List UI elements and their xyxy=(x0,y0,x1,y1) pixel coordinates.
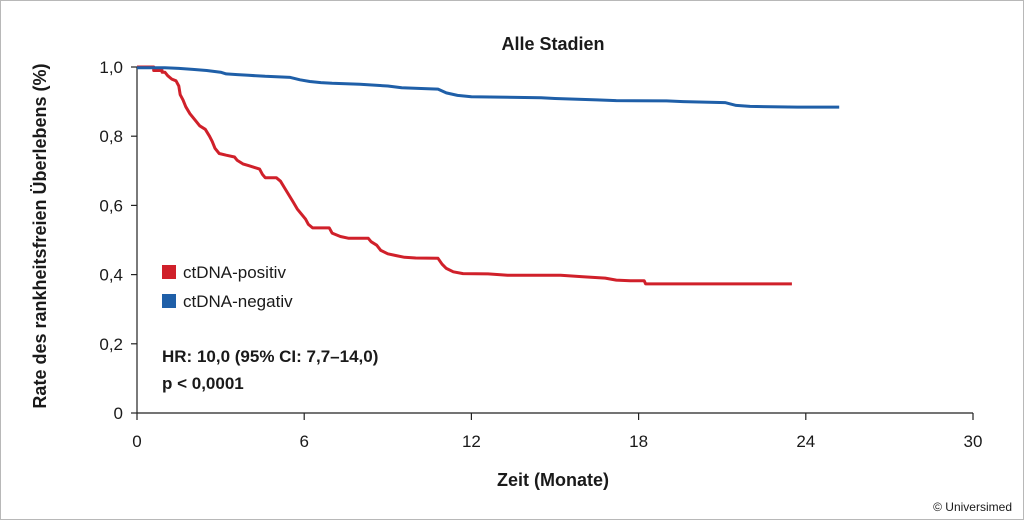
x-ticks: 0 6 12 18 24 30 xyxy=(132,413,982,451)
p-value-annotation: p < 0,0001 xyxy=(162,374,244,393)
y-tick-label: 0,4 xyxy=(99,266,123,285)
legend-swatch-ctdna-negativ xyxy=(162,294,176,308)
x-tick-label: 24 xyxy=(796,432,815,451)
y-tick-label: 0,6 xyxy=(99,196,123,215)
series-layer xyxy=(137,65,840,286)
legend-label-ctdna-positiv: ctDNA-positiv xyxy=(183,263,286,282)
y-tick-label: 0,2 xyxy=(99,335,123,354)
y-tick-label: 1,0 xyxy=(99,58,123,77)
series-line-ctdna-negativ xyxy=(137,66,840,109)
x-axis-title: Zeit (Monate) xyxy=(497,470,609,490)
x-tick-label: 0 xyxy=(132,432,141,451)
copyright-credit: © Universimed xyxy=(933,500,1012,514)
legend-swatch-ctdna-positiv xyxy=(162,265,176,279)
y-ticks: 0 0,2 0,4 0,6 0,8 1,0 xyxy=(99,58,137,423)
x-tick-label: 6 xyxy=(299,432,308,451)
legend: ctDNA-positiv ctDNA-negativ xyxy=(162,263,293,311)
x-tick-label: 18 xyxy=(629,432,648,451)
x-tick-label: 30 xyxy=(964,432,983,451)
y-tick-label: 0 xyxy=(114,404,123,423)
y-tick-label: 0,8 xyxy=(99,127,123,146)
hazard-ratio-annotation: HR: 10,0 (95% CI: 7,7–14,0) xyxy=(162,347,378,366)
series-line-ctdna-positiv xyxy=(137,65,792,286)
x-tick-label: 12 xyxy=(462,432,481,451)
legend-label-ctdna-negativ: ctDNA-negativ xyxy=(183,292,293,311)
y-axis-title: Rate des rankheitsfreien Überlebens (%) xyxy=(30,63,50,408)
chart-title: Alle Stadien xyxy=(501,34,604,54)
